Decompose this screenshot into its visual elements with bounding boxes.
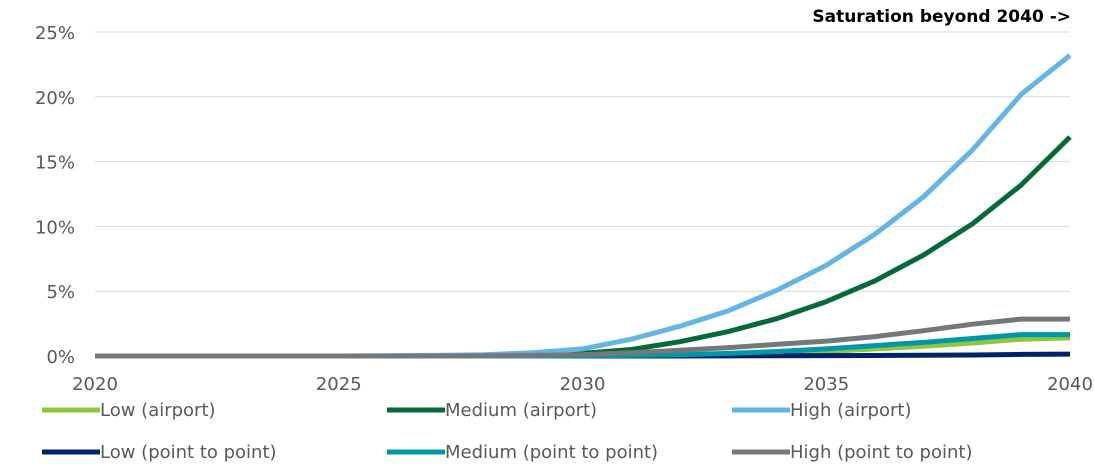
y-tick-label: 0%	[46, 347, 75, 368]
series-line-6	[95, 316, 1070, 359]
legend-label: Medium (point to point)	[445, 442, 658, 463]
legend-label: Medium (airport)	[445, 400, 597, 421]
chart-annotation: Saturation beyond 2040 ->	[812, 7, 1071, 27]
x-tick-label: 2035	[803, 374, 849, 395]
y-tick-label: 5%	[46, 282, 75, 303]
series-lines	[95, 53, 1072, 359]
legend-item: Low (airport)	[42, 400, 216, 421]
x-tick-label: 2020	[72, 374, 118, 395]
legend-item: High (point to point)	[732, 442, 972, 463]
y-tick-label: 15%	[35, 153, 75, 174]
y-tick-label: 20%	[35, 88, 75, 109]
x-axis-ticks: 2020 2025 2030 2035 2040	[72, 374, 1093, 395]
x-tick-label: 2025	[316, 374, 362, 395]
legend-label: Low (airport)	[100, 400, 216, 421]
legend-label: High (airport)	[790, 400, 911, 421]
y-tick-label: 25%	[35, 23, 75, 44]
x-tick-label: 2030	[560, 374, 606, 395]
legend-item: High (airport)	[732, 400, 911, 421]
legend-item: Low (point to point)	[42, 442, 277, 463]
series-line-3	[95, 53, 1072, 359]
legend-label: Low (point to point)	[100, 442, 277, 463]
legend-item: Medium (airport)	[387, 400, 597, 421]
legend-item: Medium (point to point)	[387, 442, 658, 463]
series-line-2	[95, 135, 1072, 359]
legend-label: High (point to point)	[790, 442, 972, 463]
y-axis-ticks: 0% 5% 10% 15% 20% 25%	[35, 23, 75, 368]
y-tick-label: 10%	[35, 217, 75, 238]
legend: Low (airport) Medium (airport) High (airpo…	[42, 400, 972, 463]
x-tick-label: 2040	[1047, 374, 1093, 395]
